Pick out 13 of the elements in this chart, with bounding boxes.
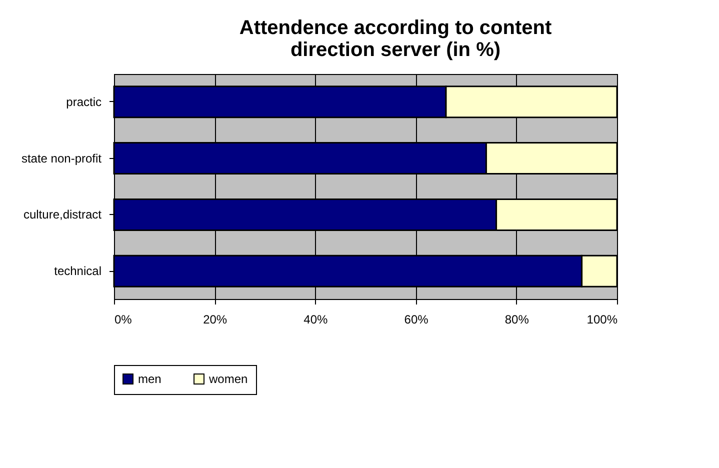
legend-label: women — [208, 372, 248, 386]
x-tick-label: 60% — [404, 312, 429, 326]
legend-label: men — [138, 372, 162, 386]
y-tick-label: culture,distract — [23, 208, 102, 222]
x-tick-label: 40% — [304, 312, 328, 326]
chart-title: Attendence according to content direction server (in %) — [239, 17, 552, 61]
y-tick-label: technical — [54, 264, 102, 278]
x-tick-label: 80% — [504, 312, 530, 326]
y-tick-label: state non-profit — [21, 151, 102, 166]
x-tick-label: 20% — [203, 312, 228, 326]
x-tick-label: 0% — [114, 312, 132, 326]
y-tick-label: practic — [66, 94, 102, 109]
x-tick-label: 100% — [586, 312, 618, 326]
